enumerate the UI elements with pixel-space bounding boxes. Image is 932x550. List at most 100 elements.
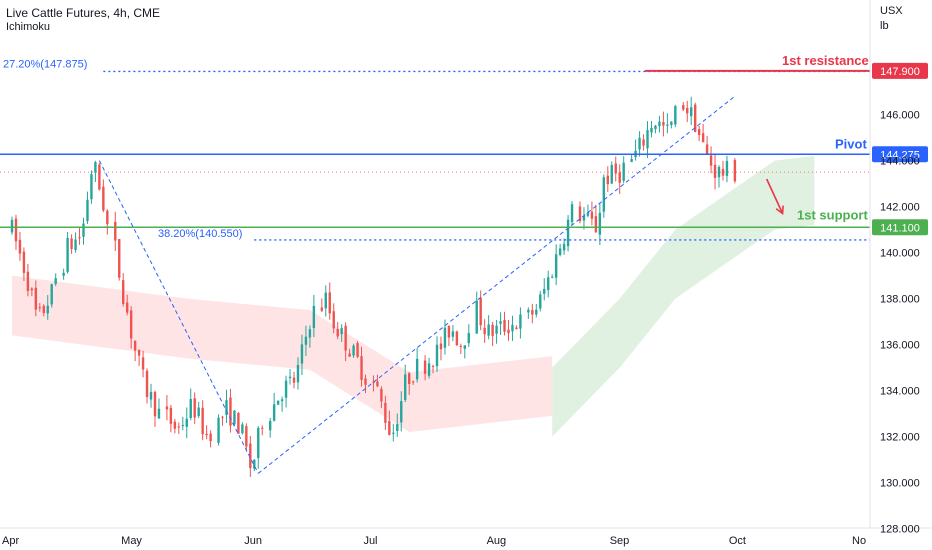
candle-body [225, 400, 228, 416]
candle-body [463, 345, 467, 349]
support-price-label: 141.100 [880, 222, 920, 234]
candle-body [539, 294, 542, 309]
candle-body [666, 124, 669, 126]
candle-body [697, 129, 701, 136]
currency-unit: USX [880, 5, 903, 17]
candle-body [693, 104, 697, 132]
candle-body [483, 327, 486, 335]
candle-body [253, 459, 256, 469]
candle-body [709, 155, 713, 166]
candle-body [630, 159, 633, 162]
candle-body [487, 324, 490, 336]
projection-arrow [765, 178, 784, 214]
candle-body [447, 325, 451, 338]
candle-body [392, 432, 395, 434]
candle-body [324, 292, 327, 309]
y-tick-label: 144.000 [880, 156, 920, 168]
candle-body [300, 344, 304, 364]
y-tick-label: 138.000 [880, 294, 920, 306]
y-tick-label: 136.000 [880, 340, 920, 352]
candle-body [268, 421, 272, 431]
candle-body [531, 310, 534, 315]
symbol-title[interactable]: Live Cattle Futures, 4h, CME [6, 6, 161, 20]
candle-body [38, 307, 42, 309]
x-tick-label: Apr [2, 535, 19, 547]
candle-body [562, 243, 566, 251]
candles [10, 96, 737, 477]
candle-body [201, 407, 204, 435]
candle-body [439, 343, 443, 350]
candle-body [372, 382, 375, 384]
candle-body [185, 418, 188, 427]
candle-body [233, 410, 236, 425]
candle-body [332, 311, 335, 329]
candle-body [296, 364, 300, 383]
candle-body [654, 125, 657, 130]
y-tick-label: 128.000 [880, 524, 920, 536]
y-tick-label: 132.000 [880, 432, 920, 444]
cloud-bearish [12, 275, 553, 432]
y-tick-label: 134.000 [880, 386, 920, 398]
candle-body [86, 199, 89, 222]
candle-body [570, 204, 574, 223]
x-tick-label: Aug [487, 535, 507, 547]
candle-body [451, 331, 455, 337]
candle-body [348, 353, 351, 357]
candle-body [133, 340, 137, 351]
candle-body [733, 160, 737, 182]
candle-body [380, 388, 383, 402]
candle-body [646, 130, 649, 149]
candle-body [193, 398, 196, 418]
y-tick-label: 142.000 [880, 202, 920, 214]
candle-body [705, 144, 709, 155]
candle-body [304, 336, 308, 345]
candle-body [717, 167, 721, 178]
candle-body [129, 310, 133, 339]
candle-body [415, 358, 419, 380]
fib-label-1: 27.20%(147.875) [3, 58, 87, 70]
indicator-name[interactable]: Ichimoku [6, 21, 51, 33]
candle-body [177, 426, 181, 428]
ichimoku-cloud [12, 156, 815, 437]
candle-body [519, 314, 522, 329]
candle-body [340, 328, 343, 335]
fib-label-2: 38.20%(140.550) [158, 228, 242, 240]
candle-body [360, 356, 363, 380]
candle-body [245, 426, 248, 447]
candle-body [78, 237, 81, 239]
candle-body [467, 333, 470, 344]
candle-body [276, 400, 280, 405]
candle-body [459, 345, 463, 347]
candle-body [284, 380, 288, 398]
candle-body [197, 407, 200, 416]
candle-body [725, 160, 729, 176]
candle-body [543, 288, 546, 294]
candle-body [62, 272, 65, 276]
candle-body [598, 212, 602, 235]
resistance-price-label: 147.900 [880, 66, 920, 78]
candle-body [638, 137, 641, 150]
candle-body [82, 223, 85, 237]
price-unit: lb [880, 20, 889, 32]
candle-body [54, 278, 57, 284]
candle-body [690, 107, 693, 117]
candle-body [356, 343, 359, 357]
candle-body [308, 329, 312, 338]
x-tick-label: Sep [610, 535, 630, 547]
candle-body [407, 373, 411, 385]
candle-body [431, 365, 435, 367]
candle-body [622, 162, 625, 181]
candle-body [586, 212, 590, 216]
candle-body [662, 121, 665, 126]
overlay-lines [0, 69, 870, 474]
pivot-price-tag [872, 146, 928, 163]
candle-body [594, 216, 598, 233]
candle-body [94, 162, 97, 173]
candle-body [34, 287, 38, 310]
candle-body [404, 374, 407, 400]
candle-body [181, 425, 184, 427]
candle-body [70, 238, 73, 249]
candle-body [30, 288, 34, 291]
candle-body [527, 309, 530, 313]
